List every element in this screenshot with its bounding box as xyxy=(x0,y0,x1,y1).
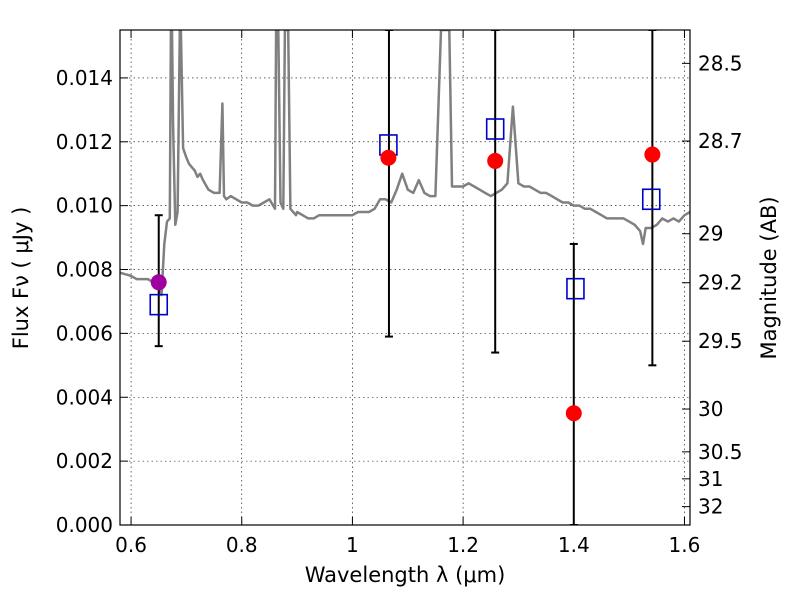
tick-label-layer: 0.6 0.8 1 1.2 1.4 1.6 0.000 0.002 0.004 0.006 0.00… xyxy=(56,51,743,557)
x-tick-label: 0.8 xyxy=(226,533,258,557)
y-tick-label: 0.008 xyxy=(56,258,113,282)
model-spectrum-line xyxy=(120,30,690,297)
observed-flux-point xyxy=(380,149,397,166)
right-tick-label: 30 xyxy=(698,397,723,421)
y-tick-label: 0.004 xyxy=(56,385,113,409)
tick-layer xyxy=(120,30,690,526)
right-tick-label: 28.5 xyxy=(698,51,743,75)
right-tick-label: 31 xyxy=(698,467,723,491)
right-tick-label: 32 xyxy=(698,495,723,519)
observed-flux-point xyxy=(487,152,504,169)
model-photometry-square xyxy=(641,188,661,211)
y-tick-label: 0.010 xyxy=(56,194,113,218)
x-tick-label: 0.6 xyxy=(115,533,147,557)
y-tick-label: 0.014 xyxy=(56,66,113,90)
right-tick-label: 29.5 xyxy=(698,329,743,353)
marker-layer xyxy=(149,118,661,422)
observed-optical-point xyxy=(150,274,167,291)
y-tick-label: 0.006 xyxy=(56,321,113,345)
y-tick-label: 0.000 xyxy=(56,513,113,537)
x-tick-label: 1 xyxy=(346,533,359,557)
x-tick-label: 1.6 xyxy=(669,533,701,557)
plot-area xyxy=(120,30,690,525)
x-axis-title: Wavelength λ (μm) xyxy=(305,563,506,587)
right-tick-label: 29 xyxy=(698,222,723,246)
model-photometry-square xyxy=(566,277,585,300)
y-tick-label: 0.012 xyxy=(56,130,113,154)
right-tick-label: 28.7 xyxy=(698,129,743,153)
right-tick-label: 30.5 xyxy=(698,440,743,464)
y-tick-label: 0.002 xyxy=(56,449,113,473)
right-tick-label: 29.2 xyxy=(698,271,743,295)
model-photometry-square xyxy=(485,118,505,140)
model-spectrum-layer xyxy=(120,30,690,297)
x-tick-label: 1.2 xyxy=(447,533,479,557)
y-axis-title: Flux Fν ( μJy ) xyxy=(9,207,33,350)
observed-flux-point xyxy=(644,146,661,163)
x-tick-label: 1.4 xyxy=(558,533,590,557)
model-photometry-square xyxy=(149,293,169,316)
right-axis-title: Magnitude (AB) xyxy=(757,196,781,359)
plot-frame xyxy=(119,29,691,526)
observed-flux-point xyxy=(565,405,582,422)
